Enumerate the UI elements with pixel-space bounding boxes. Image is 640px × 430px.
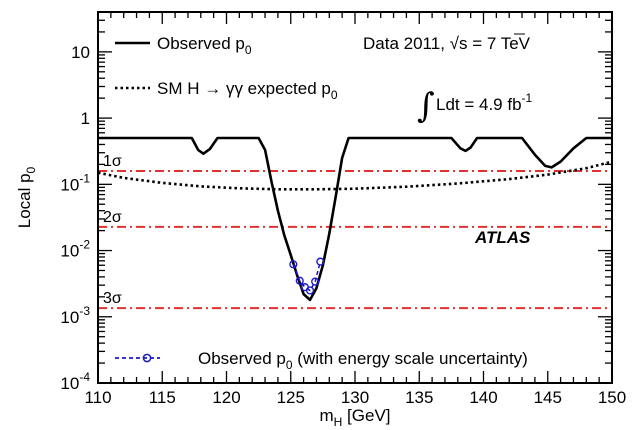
y-tick-exponent: -2 [79, 238, 90, 252]
plot-frame [97, 11, 613, 384]
energy-scale-point [289, 260, 298, 269]
y-axis-title: Local p0 [15, 166, 38, 228]
y-tick-label: 10-2 [60, 238, 90, 261]
y-tick-label: 10-1 [60, 171, 90, 194]
y-tick-base: 10 [60, 242, 79, 261]
x-tick-label: 110 [84, 388, 111, 407]
y-axis-title-sub: 0 [24, 166, 38, 173]
x-axis-title-unit: [GeV] [342, 406, 390, 425]
experiment-label: ATLAS [474, 228, 531, 247]
x-axis-title-main: m [319, 406, 333, 425]
legend-observed-sub: 0 [245, 43, 252, 57]
legend-label-observed: Observed p0 [157, 34, 252, 57]
sigma-reference-lines: 1σ 2σ 3σ [98, 153, 612, 310]
legend-label-expected: SM H → γγ expected p0 [157, 79, 338, 102]
y-axis-title-main: Local p [15, 173, 34, 228]
energy-scale-point [295, 276, 304, 285]
energy-text: = 7 TeV [467, 34, 530, 53]
y-tick-base: 1 [81, 109, 90, 128]
legend-observed-text: Observed p [157, 34, 245, 53]
expected-p0-line [97, 160, 613, 191]
y-tick-label: 10-3 [60, 304, 90, 327]
y-tick-base: 10 [71, 43, 90, 62]
x-tick-label: 115 [149, 388, 176, 407]
x-tick-label: 145 [534, 388, 562, 407]
x-axis-title-sub: H [334, 415, 343, 429]
energy-scale-point [305, 286, 315, 295]
luminosity-exponent: -1 [522, 91, 533, 105]
luminosity-text: Ldt = 4.9 fb [436, 95, 522, 114]
x-tick-label: 150 [598, 388, 626, 407]
sigma-label-2: 2σ [103, 209, 122, 226]
legend-label-energy-scale: Observed p0 (with energy scale uncertain… [198, 349, 528, 372]
luminosity-annotation: Ldt = 4.9 fb-1 [436, 91, 533, 114]
x-tick-label: 120 [212, 388, 240, 407]
legend-expected-text: SM H → γγ expected p [157, 79, 331, 98]
x-tick-label: 130 [341, 388, 369, 407]
integral-sign: ∫ [417, 86, 435, 126]
data-annotation: Data 2011, √s = 7 TeV [363, 34, 531, 53]
x-tick-label: 125 [277, 388, 305, 407]
y-tick-base: 10 [60, 175, 79, 194]
legend-energy-sub: 0 [286, 358, 293, 372]
x-tick-label: 140 [469, 388, 497, 407]
y-tick-base: 10 [60, 374, 79, 393]
sigma-label-1: 1σ [103, 153, 122, 170]
y-tick-exponent: -1 [79, 171, 90, 185]
legend-expected-sub: 0 [331, 88, 338, 102]
y-tick-base: 10 [60, 308, 79, 327]
y-tick-label: 10-4 [60, 370, 90, 393]
axes: 110 115 120 125 130 135 140 145 15010-410-310-21… [15, 11, 626, 429]
y-tick-label: 10 [71, 43, 90, 62]
y-tick-label: 1 [81, 109, 90, 128]
legend-energy-text: Observed p [198, 349, 286, 368]
y-tick-exponent: -3 [79, 304, 90, 318]
legend-energy-suffix: (with energy scale uncertainty) [293, 349, 528, 368]
annotations: Data 2011, √s = 7 TeV ∫ Ldt = 4.9 fb-1 ATLA… [363, 33, 533, 247]
y-tick-exponent: -4 [79, 370, 90, 384]
sqrt-s-text: √s [450, 34, 468, 53]
x-tick-label: 135 [405, 388, 433, 407]
sigma-label-3: 3σ [103, 290, 122, 307]
data-series [97, 136, 613, 302]
x-axis-title: mH [GeV] [319, 406, 390, 429]
observed-p0-line [98, 136, 612, 302]
legend-marker-energy-scale [142, 353, 152, 363]
energy-scale-point [316, 257, 325, 266]
energy-scale-point [311, 277, 320, 286]
data-year-text: Data 2011, [363, 34, 450, 53]
